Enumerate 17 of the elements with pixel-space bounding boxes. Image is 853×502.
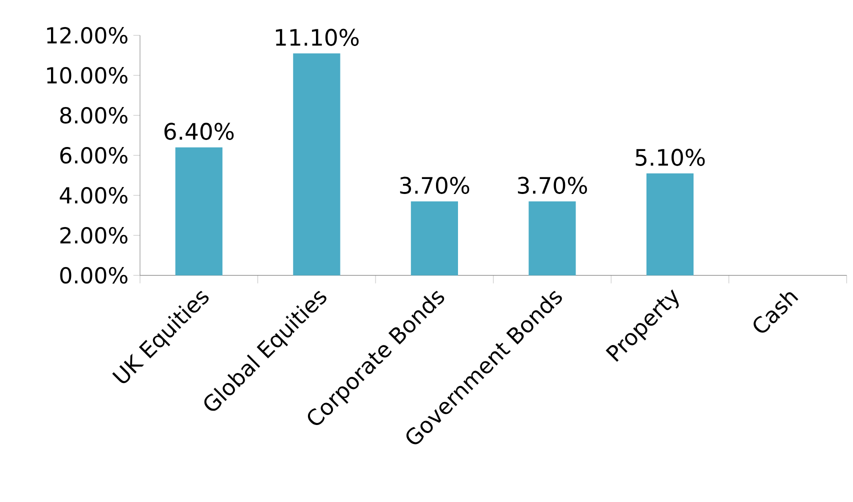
bar	[175, 147, 222, 276]
y-tick-label: 6.00%	[60, 147, 128, 164]
bar	[293, 53, 340, 276]
data-label: 11.10%	[276, 28, 359, 46]
y-tick-label: 10.00%	[47, 67, 128, 84]
data-label: 5.10%	[636, 148, 705, 166]
y-tick-label: 4.00%	[60, 187, 128, 204]
bar	[646, 173, 694, 276]
data-label: 6.40%	[164, 122, 234, 140]
y-tick-label: 12.00%	[47, 27, 128, 44]
bar	[528, 201, 576, 276]
y-tick-label: 8.00%	[60, 107, 128, 124]
data-label: 3.70%	[518, 176, 587, 194]
y-tick-label: 0.00%	[60, 267, 128, 284]
y-tick-label: 2.00%	[60, 227, 128, 244]
data-label: 3.70%	[400, 176, 470, 194]
bar	[410, 201, 458, 276]
